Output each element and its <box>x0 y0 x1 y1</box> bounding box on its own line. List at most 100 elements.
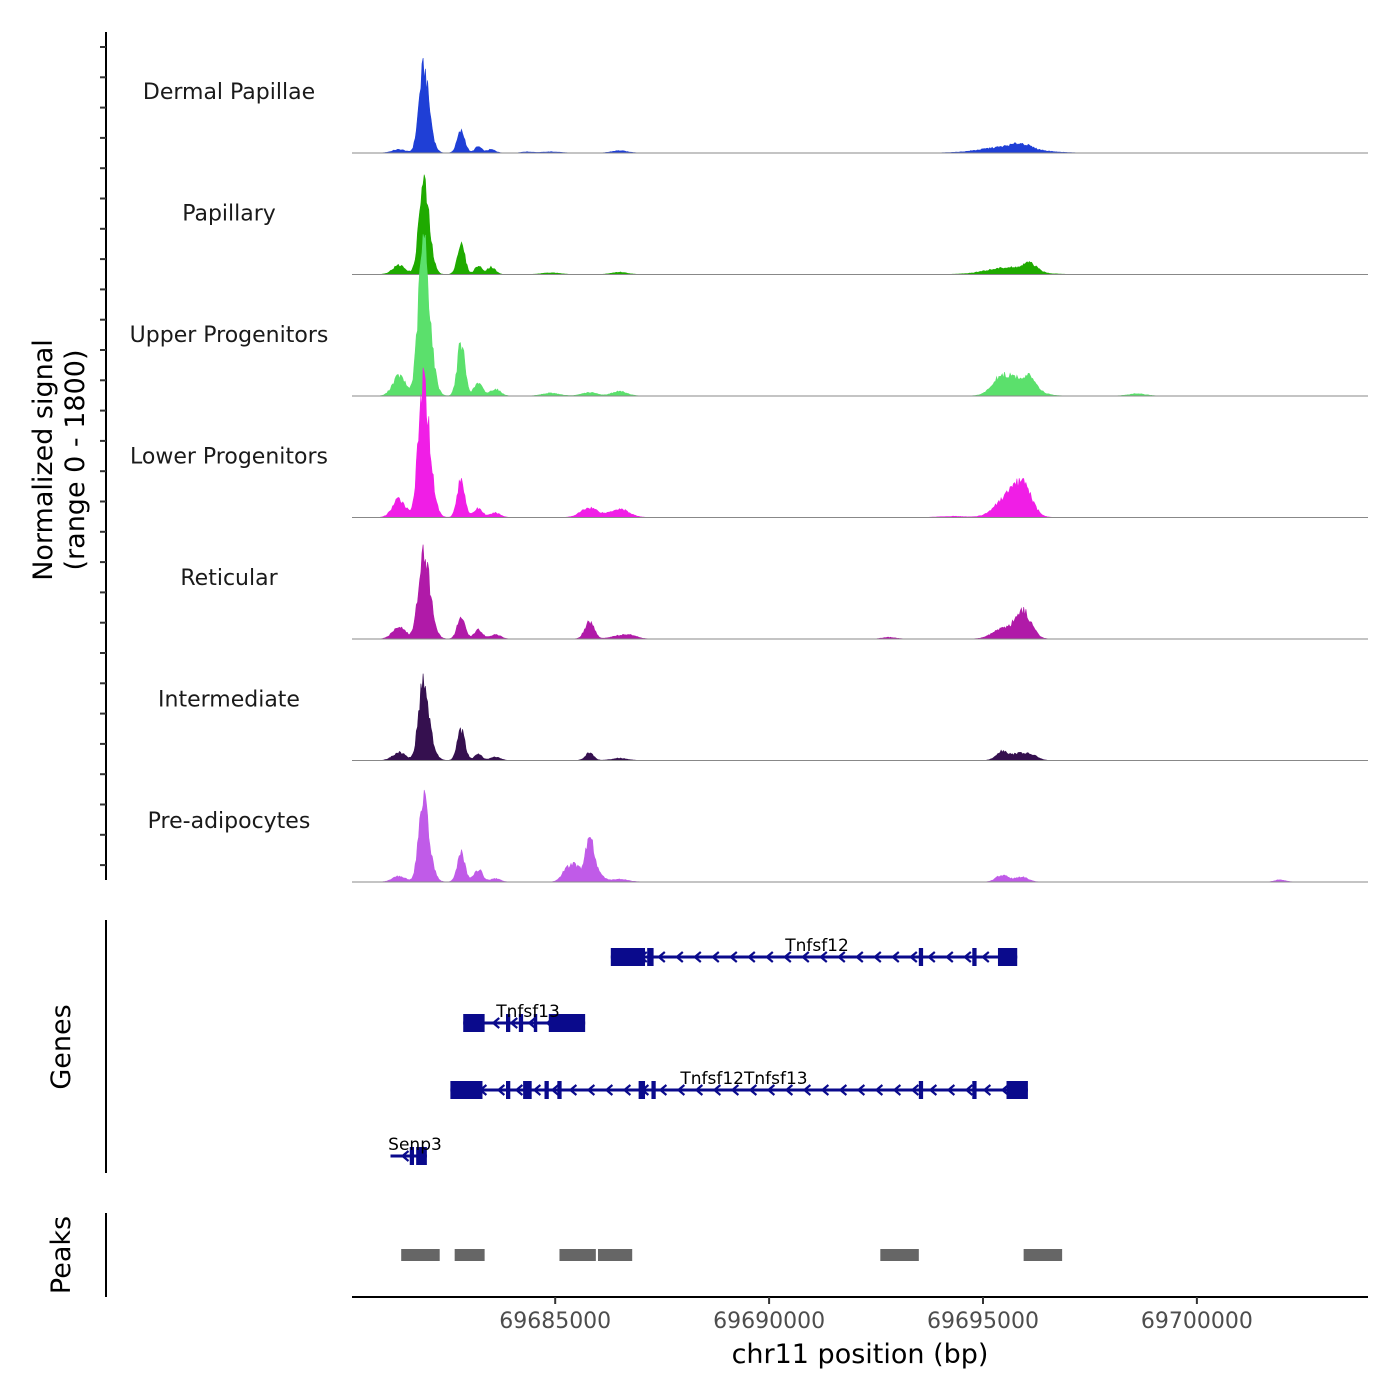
strand-arrow <box>801 951 810 963</box>
strand-arrow <box>527 1017 536 1029</box>
gene-tnfsf12: Tnfsf12 <box>610 936 1018 966</box>
gene-exon <box>997 948 1018 966</box>
track-reticular: Reticular <box>180 544 1368 640</box>
gene-exon <box>533 1014 538 1032</box>
genes-axis-title: Genes <box>46 1004 77 1089</box>
gene-exon <box>972 948 977 966</box>
strand-arrow <box>891 951 900 963</box>
coverage-area <box>352 544 1368 640</box>
gene-exon <box>638 1081 646 1099</box>
gene-label: Tnfsf13 <box>495 1002 560 1022</box>
peak-region <box>1023 1249 1063 1261</box>
peak-region <box>597 1249 633 1261</box>
strand-arrow <box>604 1084 614 1096</box>
strand-arrow <box>838 1084 848 1096</box>
strand-arrow <box>1000 1084 1010 1096</box>
strand-arrow <box>676 1084 686 1096</box>
peaks-panel <box>105 1213 1063 1297</box>
y-axis-range: (range 0 - 1800) <box>60 350 91 571</box>
x-tick-label: 69695000 <box>927 1309 1039 1334</box>
coverage-area <box>352 174 1368 275</box>
gene-exon <box>518 1014 524 1032</box>
strand-arrow <box>766 1084 776 1096</box>
gene-exon <box>506 1014 511 1032</box>
track-pre-adipocytes: Pre-adipocytes <box>148 789 1368 883</box>
strand-arrow <box>910 1084 920 1096</box>
strand-arrow <box>928 1084 938 1096</box>
strand-arrow <box>550 1084 560 1096</box>
track-papillary: Papillary <box>182 174 1368 275</box>
peak-region <box>401 1249 440 1261</box>
gene-exon <box>416 1147 427 1165</box>
strand-arrow <box>747 951 756 963</box>
strand-arrow <box>622 1084 632 1096</box>
strand-arrow <box>820 1084 830 1096</box>
strand-arrow <box>819 951 828 963</box>
gene-exon <box>972 1081 977 1099</box>
gene-exon <box>1006 1081 1028 1099</box>
strand-arrow <box>509 1017 518 1029</box>
strand-arrow <box>514 1084 524 1096</box>
strand-arrow <box>748 1084 758 1096</box>
track-lower-progenitors: Lower Progenitors <box>130 367 1368 518</box>
strand-arrow <box>765 951 774 963</box>
peak-region <box>880 1249 919 1261</box>
strand-arrow <box>963 951 972 963</box>
coverage-panel: Dermal Papillae Papillary Upper Progenitor… <box>100 32 1368 883</box>
gene-exon <box>506 1081 511 1099</box>
strand-arrow <box>532 1084 542 1096</box>
strand-arrow <box>586 1084 596 1096</box>
strand-arrow <box>982 1084 992 1096</box>
gene-exon <box>548 1014 586 1032</box>
track-label: Upper Progenitors <box>130 323 329 348</box>
strand-arrow <box>856 1084 866 1096</box>
coverage-area <box>352 234 1368 397</box>
gene-tnfsf12tnfsf13: Tnfsf12Tnfsf13 <box>450 1069 1028 1099</box>
x-axis: 69685000 69690000 69695000 69700000 <box>352 1296 1368 1334</box>
gene-label: Tnfsf12 <box>784 936 849 956</box>
gene-exon <box>647 948 654 966</box>
x-axis-title: chr11 position (bp) <box>732 1339 989 1370</box>
strand-arrow <box>694 1084 704 1096</box>
strand-arrow <box>730 1084 740 1096</box>
y-axis-title: Normalized signal <box>28 339 59 581</box>
gene-senp3: Senp3 <box>388 1135 442 1165</box>
x-tick-label: 69700000 <box>1141 1309 1253 1334</box>
strand-arrow <box>657 951 666 963</box>
track-dermal-papillae: Dermal Papillae <box>143 57 1368 154</box>
coverage-area <box>352 57 1368 154</box>
strand-arrow <box>711 951 720 963</box>
peaks-axis-title: Peaks <box>46 1216 77 1294</box>
gene-exon <box>557 1081 562 1099</box>
peak-region <box>559 1249 596 1261</box>
track-upper-progenitors: Upper Progenitors <box>130 234 1368 397</box>
gene-exon <box>409 1147 415 1165</box>
strand-arrow <box>909 951 918 963</box>
strand-arrow <box>783 951 792 963</box>
gene-exon <box>463 1014 485 1032</box>
strand-arrow <box>981 951 990 963</box>
track-label: Dermal Papillae <box>143 80 315 105</box>
strand-arrow <box>496 1084 506 1096</box>
strand-arrow <box>693 951 702 963</box>
strand-arrow <box>675 951 684 963</box>
coverage-area <box>352 367 1368 518</box>
track-intermediate: Intermediate <box>158 673 1368 761</box>
coverage-area <box>352 789 1368 883</box>
strand-arrow <box>837 951 846 963</box>
strand-arrow <box>400 1150 410 1162</box>
strand-arrow <box>874 1084 884 1096</box>
strand-arrow <box>927 951 936 963</box>
strand-arrow <box>568 1084 578 1096</box>
gene-exon <box>651 1081 656 1099</box>
strand-arrow <box>873 951 882 963</box>
gene-exon <box>450 1081 483 1099</box>
gene-label: Tnfsf12Tnfsf13 <box>679 1069 807 1089</box>
strand-arrow <box>784 1084 794 1096</box>
strand-arrow <box>658 1084 668 1096</box>
strand-arrow <box>712 1084 722 1096</box>
track-label: Papillary <box>182 202 276 227</box>
gene-exon <box>918 948 924 966</box>
peak-region <box>454 1249 485 1261</box>
